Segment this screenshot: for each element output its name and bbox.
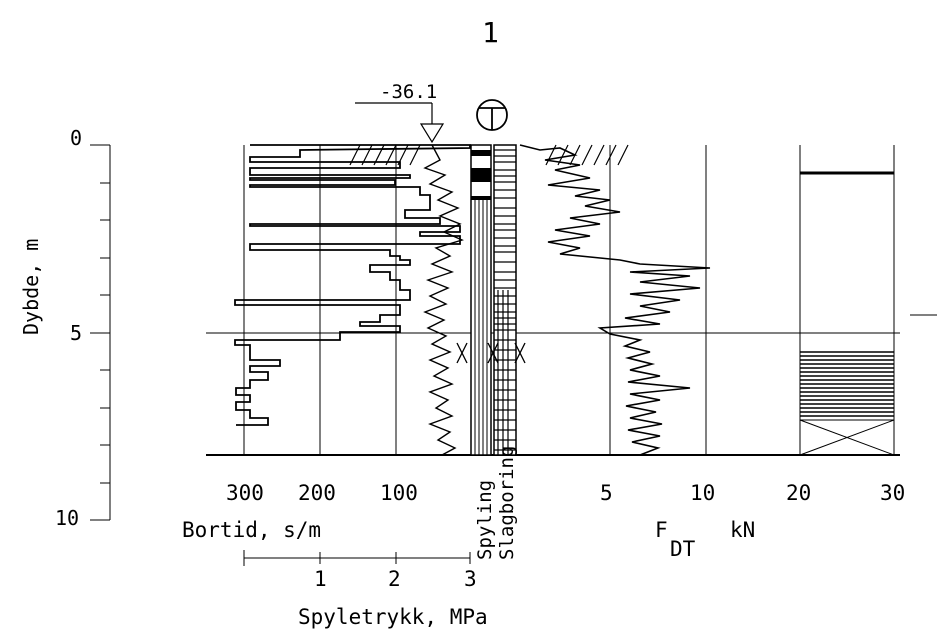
force-tick-10: 10 bbox=[690, 481, 715, 505]
right-column-bands bbox=[800, 351, 894, 417]
force-tick-5: 5 bbox=[600, 481, 613, 505]
sounding-symbol-icon bbox=[476, 99, 508, 131]
spyletrykk-scale bbox=[243, 550, 471, 566]
grid-lines bbox=[206, 145, 937, 456]
depth-tick-5: 5 bbox=[70, 321, 82, 345]
depth-marker bbox=[355, 102, 445, 144]
slagboring-label: Slagboring bbox=[496, 446, 518, 560]
bortid-tick-200: 200 bbox=[298, 481, 336, 505]
slagboring-column bbox=[493, 144, 517, 456]
force-tick-20: 20 bbox=[786, 481, 811, 505]
spyletrykk-tick-1: 1 bbox=[314, 567, 327, 591]
force-axis-subscript: DT bbox=[670, 537, 696, 561]
spyletrykk-tick-2: 2 bbox=[388, 567, 401, 591]
force-tick-30: 30 bbox=[880, 481, 905, 505]
force-axis-unit: kN bbox=[730, 518, 755, 542]
spyling-label: Spyling bbox=[474, 480, 496, 560]
depth-tick-10: 10 bbox=[55, 506, 79, 530]
spyling-hatch bbox=[474, 200, 488, 455]
diagram-title: 1 bbox=[482, 16, 499, 49]
rock-symbols bbox=[456, 342, 526, 364]
spyletrykk-curve bbox=[423, 144, 464, 456]
spyletrykk-tick-3: 3 bbox=[464, 567, 477, 591]
spyletrykk-axis-label: Spyletrykk, MPa bbox=[298, 605, 488, 629]
depth-axis bbox=[90, 144, 111, 521]
slagboring-hatch bbox=[494, 149, 516, 455]
bortid-axis-label: Bortid, s/m bbox=[182, 518, 321, 542]
bortid-tick-300: 300 bbox=[226, 481, 264, 505]
right-column bbox=[799, 171, 895, 456]
bortid-tick-100: 100 bbox=[380, 481, 418, 505]
depth-axis-label: Dybde, m bbox=[19, 239, 43, 335]
force-curve bbox=[519, 144, 711, 456]
depth-marker-value: -36.1 bbox=[380, 81, 437, 103]
spyling-column bbox=[470, 144, 492, 456]
force-axis-label: F bbox=[655, 518, 668, 542]
bortid-curve bbox=[234, 144, 471, 426]
depth-tick-0: 0 bbox=[70, 126, 82, 150]
